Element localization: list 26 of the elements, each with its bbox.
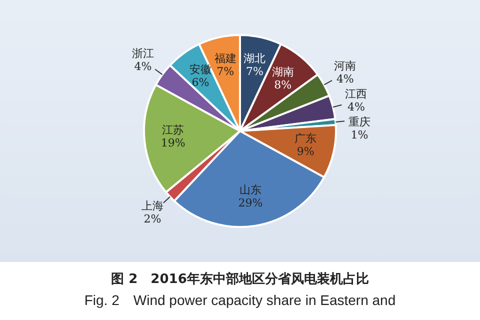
slice-label: 山东 xyxy=(240,184,262,197)
data-label: 6% xyxy=(192,76,210,89)
data-label: 4% xyxy=(134,60,152,73)
data-label: 19% xyxy=(160,136,186,150)
data-label: 4% xyxy=(336,72,354,86)
text: Fig. 2 Wind power capacity share in Eastern and xyxy=(83,292,397,310)
slice-label: 上海 xyxy=(142,200,164,213)
slice-label: 湖北 xyxy=(244,52,266,65)
slice-label: 广东 xyxy=(294,132,317,146)
slice-label: 湖南 xyxy=(272,66,294,79)
data-label: 7% xyxy=(216,64,234,78)
data-label: 8% xyxy=(274,78,292,92)
slice-label: 江西 xyxy=(345,88,368,101)
data-label: 2% xyxy=(144,212,162,226)
slice-label: 江苏 xyxy=(162,124,184,137)
text: 图 2 2016年东中部地区分省风电装机占比 xyxy=(110,270,370,288)
data-label: 4% xyxy=(348,100,365,114)
slice-label: 福建 xyxy=(214,52,236,65)
slice-label: 安徽 xyxy=(190,62,212,76)
data-label: 1% xyxy=(350,128,368,142)
slice-label: 重庆 xyxy=(348,116,370,129)
slice-label: 河南 xyxy=(334,60,356,73)
data-label: 7% xyxy=(246,64,264,78)
data-label: 9% xyxy=(296,145,314,158)
data-label: 29% xyxy=(238,196,263,210)
slice-label: 浙江 xyxy=(132,46,154,60)
